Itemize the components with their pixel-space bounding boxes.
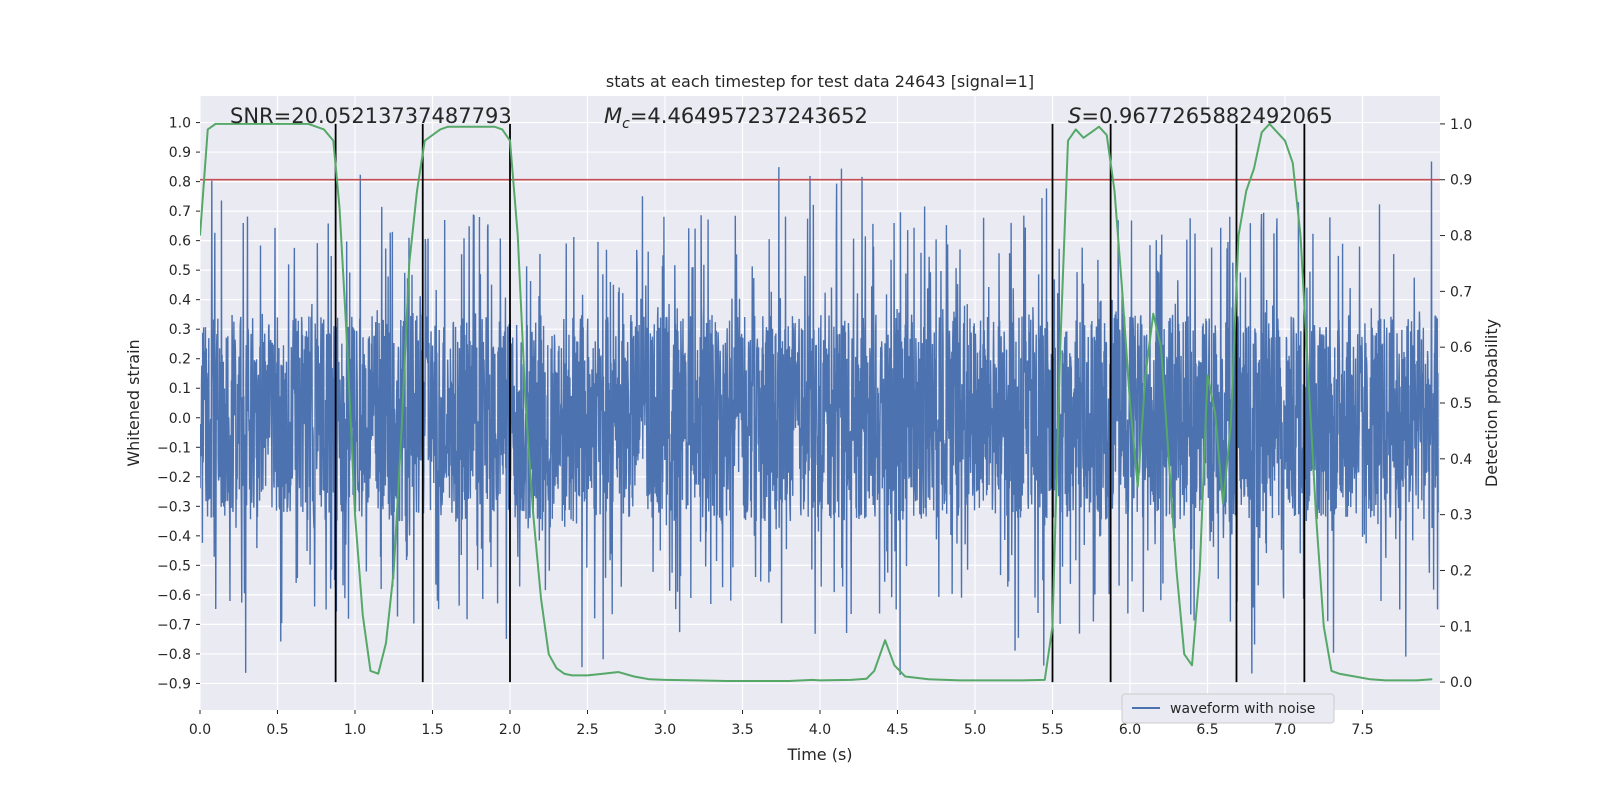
y-left-tick-label: −0.1: [157, 440, 191, 456]
waveform-line: [200, 161, 1440, 675]
y-right-tick-label: 0.2: [1450, 563, 1472, 579]
series-waveform-with-noise: [200, 161, 1440, 675]
legend-box: [1121, 693, 1335, 724]
plot-area: [200, 122, 1440, 683]
y-right-tick-label: 0.6: [1450, 340, 1472, 356]
y-left-tick-label: 0.9: [169, 145, 191, 161]
y-right-tick-label: 0.3: [1450, 508, 1472, 524]
x-tick-label: 2.0: [499, 722, 521, 738]
chirp-mass-symbol: M: [604, 104, 622, 128]
vertical-markers: [334, 123, 1306, 683]
y-left-tick-label: 0.8: [169, 175, 191, 191]
x-tick-label: 6.0: [1119, 722, 1141, 738]
y-right-tick-label: 0.0: [1450, 675, 1472, 691]
y-right-tick-label: 0.7: [1450, 284, 1472, 300]
y-right-tick-label: 0.9: [1450, 173, 1472, 189]
y-right-tick-label: 0.8: [1450, 229, 1472, 245]
chirp-mass-annotation: Mc=4.464957237243652: [604, 104, 868, 132]
y-left-tick-label: −0.6: [157, 588, 191, 604]
x-tick-label: 1.5: [421, 722, 443, 738]
legend: waveform with noise: [1121, 693, 1335, 724]
y-right-tick-label: 1.0: [1450, 117, 1472, 133]
x-tick-label: 3.5: [731, 722, 753, 738]
x-tick-label: 0.0: [189, 722, 211, 738]
x-axis-label: Time (s): [786, 745, 852, 764]
y-right-tick-label: 0.1: [1450, 619, 1472, 635]
x-tick-label: 7.0: [1274, 722, 1296, 738]
x-tick-label: 3.0: [654, 722, 676, 738]
y-right-axis-label: Detection probability: [1482, 319, 1501, 487]
y-right-tick-label: 0.5: [1450, 396, 1472, 412]
x-tick-label: 4.5: [886, 722, 908, 738]
y-left-tick-label: 0.5: [169, 263, 191, 279]
score-annotation: S=0.9677265882492065: [1068, 104, 1333, 128]
x-tick-label: 6.5: [1196, 722, 1218, 738]
y-left-tick-label: 1.0: [169, 116, 191, 132]
y-left-tick-label: −0.8: [157, 647, 191, 663]
y-left-tick-label: 0.3: [169, 322, 191, 338]
chirp-mass-value: =4.464957237243652: [630, 104, 868, 128]
legend-entry-waveform: waveform with noise: [1170, 701, 1315, 717]
x-tick-label: 0.5: [266, 722, 288, 738]
y-left-tick-label: −0.7: [157, 617, 191, 633]
y-left-tick-label: 0.0: [169, 411, 191, 427]
y-left-tick-label: −0.3: [157, 499, 191, 515]
y-left-tick-label: −0.9: [157, 676, 191, 692]
x-tick-label: 1.0: [344, 722, 366, 738]
series-detection-probability: [200, 122, 1433, 682]
y-left-tick-label: 0.1: [169, 381, 191, 397]
snr-annotation: SNR=20.05213737487793: [230, 104, 512, 128]
x-axis-ticks: 0.0 0.5 1.0 1.5 2.0 2.5 3.0 3.5 4.0 4.5 5.0 5.5 6.0 6…: [189, 710, 1374, 738]
chirp-mass-subscript: c: [622, 116, 630, 132]
y-left-axis-ticks: 1.0 0.9 0.8 0.7 0.6 0.5 0.4 0.3 0.2 0.1 0.0 −0.1 −0.…: [157, 116, 200, 692]
detection-probability-line: [200, 122, 1433, 682]
y-left-tick-label: −0.4: [157, 529, 191, 545]
y-right-axis-ticks: 1.0 0.9 0.8 0.7 0.6 0.5 0.4 0.3 0.2 0.1 0.0: [1440, 117, 1472, 691]
y-left-tick-label: −0.5: [157, 558, 191, 574]
chart-title: stats at each timestep for test data 246…: [606, 72, 1034, 91]
x-tick-label: 4.0: [809, 722, 831, 738]
score-value: =0.9677265882492065: [1081, 104, 1332, 128]
y-left-tick-label: 0.6: [169, 234, 191, 250]
y-left-axis-label: Whitened strain: [124, 339, 143, 466]
x-tick-label: 7.5: [1351, 722, 1373, 738]
x-tick-label: 2.5: [576, 722, 598, 738]
x-tick-label: 5.0: [964, 722, 986, 738]
y-right-tick-label: 0.4: [1450, 452, 1472, 468]
y-left-tick-label: 0.7: [169, 204, 191, 220]
score-symbol: S: [1068, 104, 1081, 128]
y-left-tick-label: 0.4: [169, 293, 191, 309]
y-left-tick-label: −0.2: [157, 470, 191, 486]
y-left-tick-label: 0.2: [169, 352, 191, 368]
x-tick-label: 5.5: [1041, 722, 1063, 738]
